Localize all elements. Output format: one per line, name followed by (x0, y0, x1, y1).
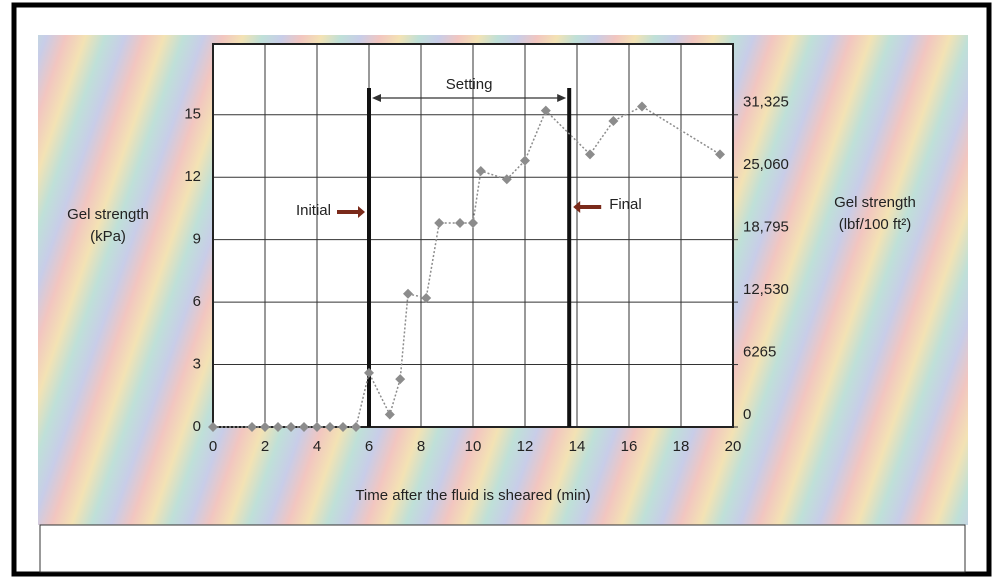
y-axis-label: (kPa) (90, 228, 126, 245)
x-tick-label: 14 (569, 438, 586, 455)
data-point (208, 422, 218, 432)
data-point (364, 367, 374, 378)
data-point (637, 101, 647, 112)
y-tick-label: 6 (193, 293, 201, 310)
data-point (520, 155, 530, 166)
y2-axis-label: Gel strength (834, 194, 916, 211)
data-point (351, 422, 361, 432)
y2-tick-label: 18,795 (743, 219, 789, 236)
data-point (286, 422, 296, 432)
y-tick-label: 9 (193, 231, 201, 248)
marker-arrowhead (573, 201, 581, 213)
plot-border (212, 43, 734, 428)
span-arrowhead (557, 94, 567, 102)
marker-arrowhead (358, 206, 365, 218)
x-tick-label: 8 (417, 438, 425, 455)
data-point (299, 422, 309, 432)
marker-label: Initial (296, 202, 331, 219)
x-tick-label: 12 (517, 438, 534, 455)
y-axis-label: Gel strength (67, 206, 149, 223)
data-point (468, 218, 478, 229)
data-point (501, 174, 512, 185)
x-tick-label: 10 (465, 438, 482, 455)
span-label: Setting (446, 76, 493, 93)
data-point (608, 116, 619, 127)
data-point (475, 165, 486, 176)
x-tick-label: 2 (261, 438, 269, 455)
x-tick-label: 20 (725, 438, 742, 455)
y2-tick-label: 0 (743, 406, 751, 423)
data-point (325, 422, 335, 432)
caption-box (39, 524, 966, 573)
data-point (247, 422, 257, 432)
data-point (455, 218, 465, 229)
data-point (403, 288, 413, 299)
y-tick-label: 12 (184, 168, 201, 185)
y2-axis-label: (lbf/100 ft²) (839, 216, 912, 233)
y2-tick-label: 25,060 (743, 156, 789, 173)
frame (11, 2, 992, 577)
y2-tick-label: 6265 (743, 344, 776, 361)
data-point (260, 422, 270, 432)
x-axis-label: Time after the fluid is sheared (min) (355, 487, 590, 504)
data-point (715, 149, 725, 160)
x-tick-label: 6 (365, 438, 373, 455)
data-point (273, 422, 283, 432)
data-point (338, 422, 348, 432)
y-tick-label: 15 (184, 106, 201, 123)
span-arrowhead (372, 94, 381, 102)
data-point (421, 292, 432, 303)
marker-label: Final (609, 196, 642, 213)
chart: 0 2 4 6 8 10 12 14 16 18 20036912150626512,53018,7… (67, 43, 916, 504)
data-point (312, 422, 322, 432)
y-tick-label: 0 (193, 418, 201, 435)
data-point (395, 374, 406, 385)
x-tick-label: 16 (621, 438, 638, 455)
data-point (540, 105, 551, 116)
data-point (434, 218, 445, 229)
x-tick-label: 0 (209, 438, 217, 455)
data-point (384, 409, 395, 420)
y2-tick-label: 31,325 (743, 94, 789, 111)
y2-tick-label: 12,530 (743, 281, 789, 298)
data-point (585, 149, 595, 160)
x-tick-label: 18 (673, 438, 690, 455)
y-tick-label: 3 (193, 356, 201, 373)
x-tick-label: 4 (313, 438, 321, 455)
